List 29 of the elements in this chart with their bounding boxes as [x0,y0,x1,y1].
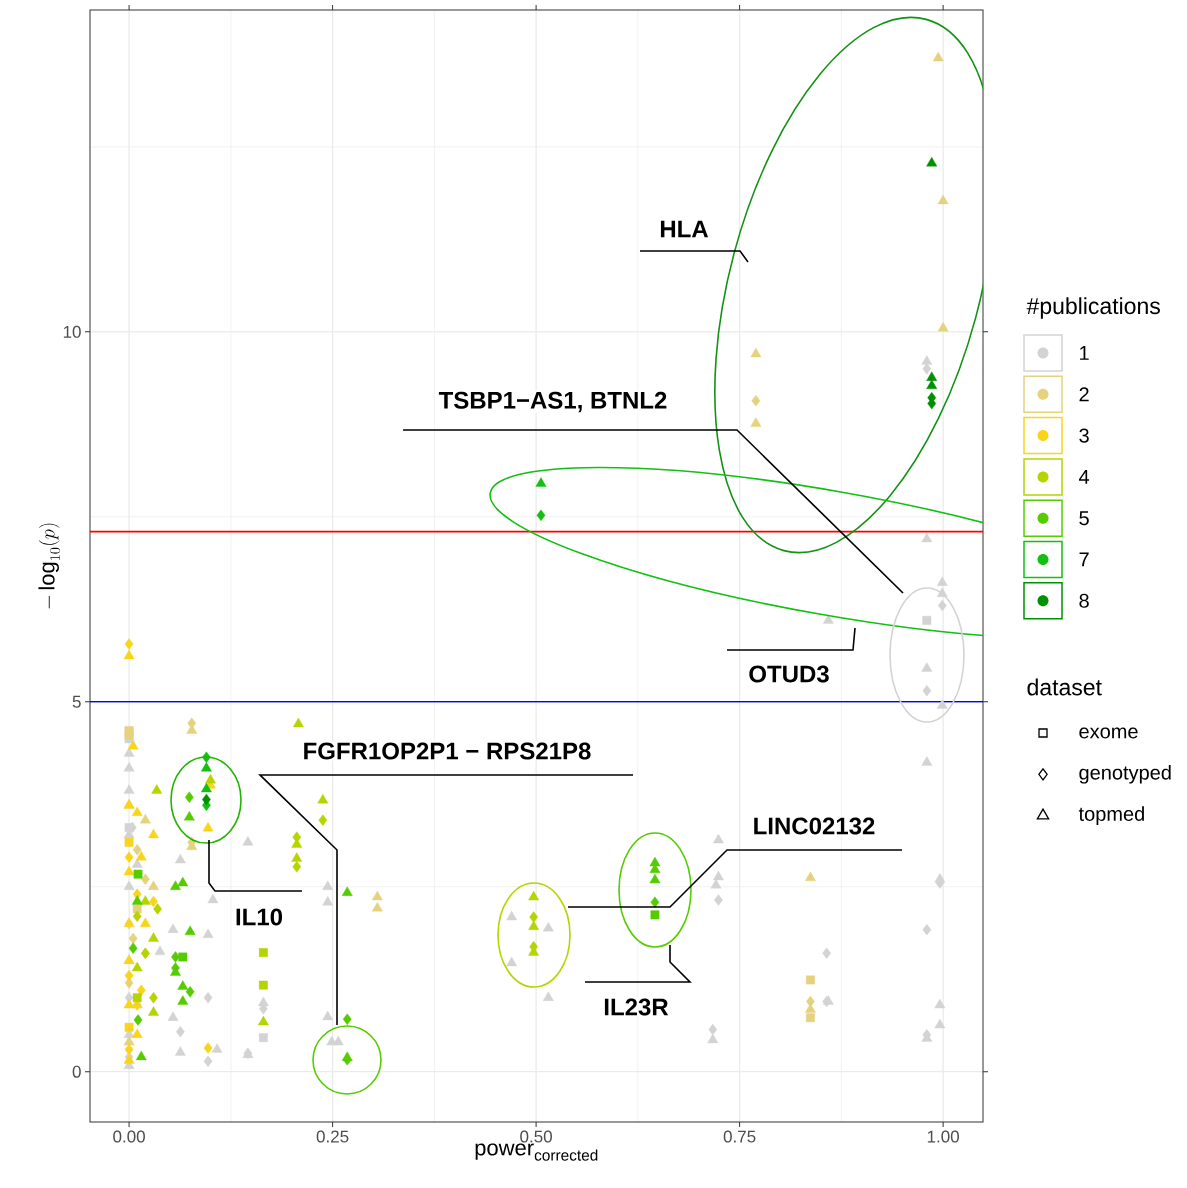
x-tick-label: 0.25 [316,1130,349,1143]
y-tick-label: 5 [72,695,81,708]
text: dataset [1027,678,1102,696]
legend-label: 3 [1079,428,1089,443]
annotation: OTUD3 [749,665,829,683]
legend-label: 1 [1080,346,1089,360]
legend-label: exome [1079,727,1138,739]
x-tick-label: 0.75 [723,1130,756,1143]
x-tick-label: 1.00 [927,1130,959,1143]
legend-label: 8 [1079,593,1089,608]
x-tick-label: 0.00 [113,1130,145,1143]
annotation: IL23R [604,998,669,1016]
y-tick-label: 10 [63,325,81,338]
y-tick-label: 0 [72,1065,81,1078]
annotation: FGFR1OP2P1 − RPS21P8 [304,742,591,760]
legend-label: genotyped [1079,764,1171,784]
legend-label: 2 [1079,387,1089,402]
x-tick-label: 0.50 [520,1130,552,1143]
annotation: LINC02132 [754,817,875,835]
y-axis-title: $-\log_{10}(p)$ [38,523,60,609]
legend-label: 5 [1079,511,1089,526]
annotation: HLA [660,220,709,238]
annotation: IL10 [236,908,283,926]
text: #publications [1026,297,1160,319]
annotation: TSBP1−AS1, BTNL2 [438,391,667,413]
legend-label: 4 [1079,470,1090,484]
legend-label: topmed [1078,806,1144,825]
legend-label: 7 [1079,552,1089,567]
x-axis-title: $\mathrm{power}_{\mathrm{corrected}}$ [475,1143,598,1161]
